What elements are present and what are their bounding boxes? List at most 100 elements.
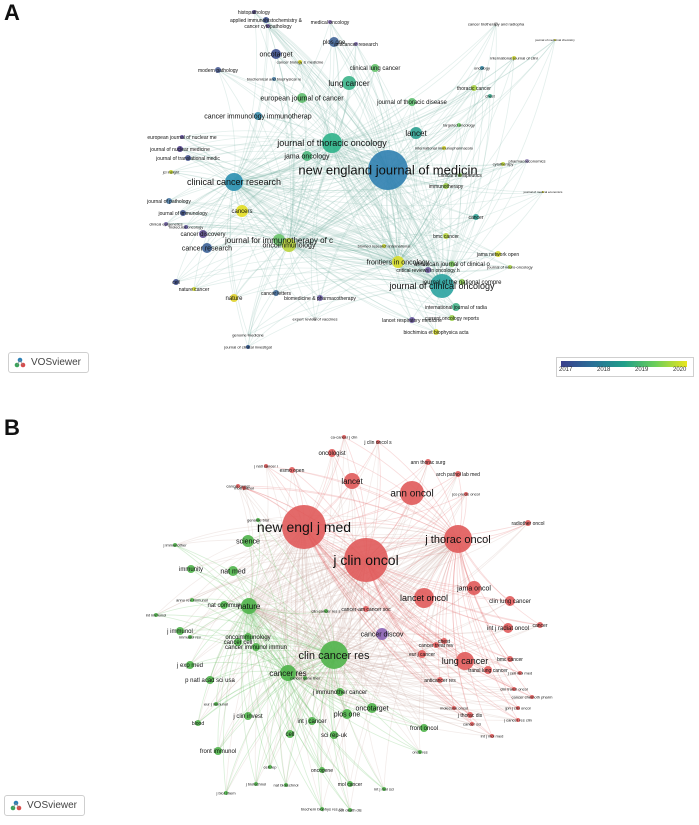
node-journal-of-medicinal-chemistry[interactable] (554, 39, 556, 41)
node-mol-cancer[interactable] (347, 781, 353, 787)
node-mod-pathol[interactable] (242, 486, 246, 490)
node-molecular-oncology[interactable] (184, 225, 188, 229)
node-histopathology[interactable] (252, 10, 256, 14)
node-lung-cancer[interactable] (456, 652, 474, 670)
node-chest[interactable] (441, 638, 447, 644)
node-molecular-oncol[interactable] (452, 706, 456, 710)
node-int-j-mol-med[interactable] (490, 734, 494, 738)
node-j-thorac-dis[interactable] (467, 712, 473, 718)
node-ca-cancer-j-clin[interactable] (342, 435, 346, 439)
node-nature[interactable] (241, 598, 257, 614)
node-esmo-open[interactable] (289, 467, 295, 473)
node-frontiers-in-oncology[interactable] (392, 256, 404, 268)
node-medical-oncology[interactable] (328, 20, 332, 24)
node-front-oncol[interactable] (420, 724, 428, 732)
node-cancers[interactable] (236, 205, 248, 217)
node-cancer-immunol-immun[interactable] (252, 643, 260, 651)
node-j-clin-invest[interactable] (244, 712, 252, 720)
node-clin-cancer-res-s[interactable] (324, 609, 328, 613)
node-eur-j-cancer[interactable] (418, 650, 426, 658)
node-cancer-immunology-immunotherap[interactable] (254, 112, 262, 120)
node-j-cell-mol-med[interactable] (518, 671, 522, 675)
node-lung-cancer[interactable] (342, 76, 356, 90)
node-journal-of-immunology[interactable] (180, 210, 186, 216)
node-cancer-res[interactable] (280, 665, 296, 681)
node-jama-oncology[interactable] (302, 151, 312, 161)
node-jco-precis-oncol[interactable] (464, 492, 468, 496)
node-eur-j-immunol[interactable] (214, 702, 218, 706)
node-cancer-research[interactable] (202, 243, 212, 253)
node-cancer-treat-rev[interactable] (433, 642, 439, 648)
node-biochem-biophys-res-co[interactable] (320, 807, 324, 811)
node-oncology[interactable] (480, 66, 484, 70)
node-oncologist[interactable] (328, 449, 336, 457)
node-j-cancer-res-clin[interactable] (516, 718, 520, 722)
node-j-immunother[interactable] (173, 543, 177, 547)
node-nat-med[interactable] (228, 566, 238, 576)
node-oncotarget[interactable] (271, 49, 281, 59)
node-anticancer-research[interactable] (354, 42, 358, 46)
node-science[interactable] (242, 535, 254, 547)
node-oncogene[interactable] (319, 767, 325, 773)
node-american-journal-of-clinical-o[interactable] (449, 261, 455, 267)
node-bmc-cancer[interactable] (507, 656, 513, 662)
node-journal-of-the-national-compre[interactable] (459, 279, 465, 285)
node-oncoimmunology[interactable] (282, 238, 296, 252)
node-clinical-therapeutics[interactable] (458, 173, 462, 177)
node-journal-for-immunotherapy-of-c[interactable] (273, 234, 285, 246)
node-jama-network-open[interactable] (495, 251, 501, 257)
node-sci-rep-uk[interactable] (330, 731, 338, 739)
node-front-immunol[interactable] (214, 747, 222, 755)
node-lancet[interactable] (410, 127, 422, 139)
node-cell-death-dis[interactable] (348, 808, 352, 812)
node-biochimica-et-biophysica-acta[interactable] (433, 329, 439, 335)
node-cancer-chemoth-pharm[interactable] (530, 695, 534, 699)
node-international-journal-of-radia[interactable] (452, 303, 460, 311)
node-jci-insight[interactable] (169, 170, 173, 174)
node-immunol-rev[interactable] (188, 635, 192, 639)
node-targeted-oncology[interactable] (457, 123, 461, 127)
node-cancer-sci[interactable] (470, 722, 474, 726)
node-journal-of-medical-economics[interactable] (542, 191, 544, 193)
node-clinical-epigenetics[interactable] (164, 222, 168, 226)
node-j-clin-oncol[interactable] (344, 538, 388, 582)
node-radiother-oncol[interactable] (525, 520, 531, 526)
node-biochemical-and-biophysical-re[interactable] (272, 77, 276, 81)
node-int-j-radiat-oncol[interactable] (503, 623, 513, 633)
node-plos-one[interactable] (342, 709, 352, 719)
node-ann-thorac-surg[interactable] (425, 459, 431, 465)
node-european-journal-of-nuclear-me[interactable] (180, 135, 184, 139)
node-modern-pathology[interactable] (215, 67, 221, 73)
node-cancer-cytopathology[interactable] (266, 24, 270, 28)
node-journal-of-thoracic-oncology[interactable] (322, 133, 342, 153)
node-cancer-cell[interactable] (234, 638, 242, 646)
node-cytotherapy[interactable] (501, 162, 505, 166)
node-p-natl-acad-sci-usa[interactable] (206, 676, 214, 684)
node-j-immunol[interactable] (176, 627, 184, 635)
node-j-clin-oncol-s[interactable] (376, 440, 380, 444)
node-cancer-biology-medicine[interactable] (298, 60, 302, 64)
node-onco-res[interactable] (418, 750, 422, 754)
node-cell-rep[interactable] (268, 765, 272, 769)
node-bmc-cancer[interactable] (443, 233, 449, 239)
node-cancer-am-cancer-soc[interactable] (363, 606, 369, 612)
node-applied-immunohistochemistry[interactable] (263, 17, 269, 23)
node-clin-transl-oncol[interactable] (512, 687, 516, 691)
node-j-natl-cancer-i[interactable] (264, 464, 268, 468)
node-cancer-discovery[interactable] (199, 230, 207, 238)
node-j-immunother-cancer[interactable] (336, 688, 344, 696)
node-nat-commun[interactable] (220, 601, 228, 609)
node-immunotherapy[interactable] (443, 183, 449, 189)
node-cancer-letters[interactable] (273, 290, 279, 296)
node-journal-of-clinical-oncology[interactable] (430, 274, 454, 298)
node-nat-biotechnol[interactable] (284, 783, 288, 787)
node-lancet-oncol[interactable] (414, 588, 434, 608)
node-international-immunopharmacolo[interactable] (442, 146, 446, 150)
node-clinical-cancer-research[interactable] (225, 173, 243, 191)
node-genome-medicine[interactable] (247, 334, 249, 336)
node-cancer-discov[interactable] (376, 628, 388, 640)
node-ann-oncol[interactable] (400, 481, 424, 505)
node-j-biol-chem[interactable] (224, 791, 228, 795)
node-transl-lung-cancer[interactable] (484, 666, 492, 674)
node-biomed-research-international[interactable] (382, 244, 386, 248)
